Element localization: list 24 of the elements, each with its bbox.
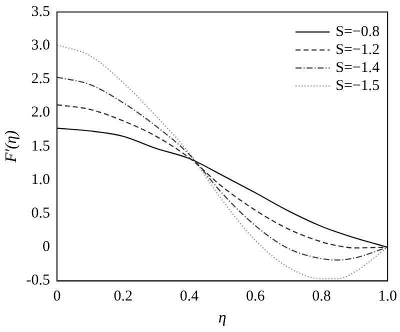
x-axis-title: η: [218, 310, 226, 327]
line-series: [56, 76, 388, 261]
x-tick-label: 0.2: [114, 288, 132, 305]
y-tick-label: 2.5: [31, 71, 50, 88]
y-tick-label: 1.0: [31, 172, 50, 188]
y-axis-title: F′(η): [2, 130, 20, 164]
line-series: [56, 104, 388, 248]
y-tick-label: 0.5: [31, 206, 50, 222]
y-tick-label: 1.5: [31, 138, 50, 154]
x-tick-label: 0.4: [180, 288, 200, 305]
x-tick-label: 1.0: [378, 288, 397, 305]
x-tick-label: 0: [53, 288, 61, 305]
y-tick-label: -0.5: [26, 272, 50, 289]
legend-label: S=−1.5: [336, 78, 380, 94]
y-tick-label: 3.0: [31, 38, 50, 54]
x-tick-label: 0.6: [246, 288, 266, 305]
y-tick-label: 0: [42, 239, 50, 256]
y-tick-label: 2.0: [31, 104, 50, 121]
line-series: [56, 128, 388, 248]
legend-label: S=−1.4: [336, 60, 380, 76]
legend-label: S=−0.8: [336, 24, 380, 40]
legend-label: S=−1.2: [336, 42, 380, 58]
y-tick-label: 3.5: [31, 4, 50, 20]
x-tick-label: 0.8: [312, 288, 331, 305]
